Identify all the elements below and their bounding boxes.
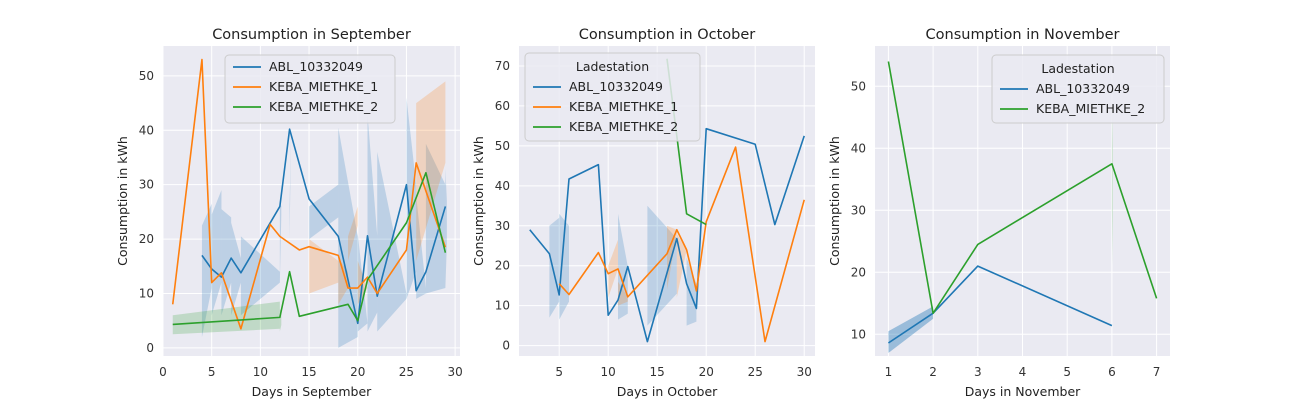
chart-september: 0 5 10 15 20 25 30 0 10 20 30 40 50 Consumption in Se… bbox=[115, 27, 463, 399]
confidence-band bbox=[338, 127, 358, 348]
y-tick-label: 30 bbox=[139, 178, 154, 192]
x-axis-label: Days in September bbox=[252, 384, 372, 399]
x-tick-label: 10 bbox=[601, 365, 616, 379]
confidence-band bbox=[348, 206, 358, 261]
legend-entry: KEBA_MIETHKE_2 bbox=[569, 119, 678, 134]
legend-entry: KEBA_MIETHKE_1 bbox=[569, 99, 678, 114]
y-axis-label: Consumption in kWh bbox=[827, 136, 842, 266]
confidence-band bbox=[608, 239, 618, 298]
x-tick-label: 3 bbox=[974, 365, 982, 379]
y-tick-label: 0 bbox=[502, 339, 510, 353]
x-tick-label: 10 bbox=[253, 365, 268, 379]
legend-entry: KEBA_MIETHKE_1 bbox=[269, 79, 378, 94]
y-tick-label: 50 bbox=[139, 69, 154, 83]
legend-entry: KEBA_MIETHKE_2 bbox=[269, 99, 378, 114]
x-tick-label: 1 bbox=[885, 365, 893, 379]
y-axis-label: Consumption in kWh bbox=[471, 136, 486, 266]
confidence-band bbox=[445, 168, 447, 289]
confidence-band bbox=[549, 217, 560, 318]
x-tick-label: 5 bbox=[555, 365, 563, 379]
confidence-band bbox=[231, 222, 241, 316]
confidence-band bbox=[309, 239, 339, 294]
x-tick-label: 2 bbox=[929, 365, 937, 379]
x-axis-label: Days in October bbox=[617, 384, 718, 399]
legend-box bbox=[524, 52, 701, 142]
series-line-abl-10332049 bbox=[529, 127, 805, 343]
x-tick-label: 0 bbox=[159, 365, 167, 379]
confidence-band bbox=[211, 190, 222, 316]
legend-box bbox=[991, 54, 1165, 124]
confidence-band bbox=[617, 281, 628, 306]
legend-title: Ladestation bbox=[576, 59, 649, 74]
legend-entry: KEBA_MIETHKE_2 bbox=[1036, 101, 1145, 116]
x-tick-label: 5 bbox=[208, 365, 216, 379]
chart-title: Consumption in November bbox=[926, 27, 1120, 43]
y-tick-label: 20 bbox=[139, 232, 154, 246]
x-tick-label: 30 bbox=[447, 365, 462, 379]
confidence-band bbox=[888, 306, 934, 353]
chart-november: 1 2 3 4 5 6 7 10 20 30 40 50 Consumption in November… bbox=[827, 27, 1170, 399]
series-line-keba-miethke-1 bbox=[558, 146, 805, 343]
confidence-band bbox=[172, 301, 280, 335]
confidence-band bbox=[406, 97, 417, 299]
confidence-band bbox=[686, 257, 697, 326]
x-axis-label: Days in November bbox=[965, 384, 1081, 399]
y-tick-label: 50 bbox=[495, 139, 510, 153]
confidence-band bbox=[289, 129, 292, 240]
confidence-band bbox=[416, 195, 426, 299]
y-tick-label: 50 bbox=[851, 79, 866, 93]
legend-entry: ABL_10332049 bbox=[569, 79, 663, 94]
series-line-keba-miethke-2 bbox=[887, 61, 1158, 315]
x-tick-label: 25 bbox=[399, 365, 414, 379]
confidence-band bbox=[559, 213, 569, 320]
y-tick-label: 10 bbox=[851, 327, 866, 341]
confidence-band bbox=[279, 201, 282, 283]
confidence-band bbox=[647, 205, 677, 326]
y-tick-label: 20 bbox=[495, 259, 510, 273]
confidence-band bbox=[309, 184, 339, 240]
legend-entry: ABL_10332049 bbox=[1036, 81, 1130, 96]
chart-title: Consumption in October bbox=[579, 27, 756, 43]
y-tick-label: 70 bbox=[495, 59, 510, 73]
series-line-keba-miethke-1 bbox=[171, 58, 447, 330]
legend: Ladestation ABL_10332049 KEBA_MIETHKE_1 KEB… bbox=[524, 52, 701, 142]
confidence-band bbox=[1111, 98, 1113, 267]
x-tick-label: 30 bbox=[797, 365, 812, 379]
series-line-abl-10332049 bbox=[887, 265, 1113, 344]
y-tick-label: 40 bbox=[139, 123, 154, 137]
y-tick-label: 40 bbox=[495, 179, 510, 193]
x-tick-label: 6 bbox=[1108, 365, 1116, 379]
y-tick-label: 30 bbox=[495, 219, 510, 233]
y-tick-label: 10 bbox=[139, 286, 154, 300]
y-tick-label: 20 bbox=[851, 265, 866, 279]
y-tick-label: 60 bbox=[495, 99, 510, 113]
chart-october: 5 10 15 20 25 30 0 10 20 30 40 50 60 70 Consumption in… bbox=[471, 27, 815, 399]
x-tick-label: 25 bbox=[748, 365, 763, 379]
x-tick-label: 20 bbox=[350, 365, 365, 379]
confidence-band bbox=[888, 306, 934, 353]
legend-title: Ladestation bbox=[1041, 61, 1114, 76]
x-tick-label: 15 bbox=[650, 365, 665, 379]
series-line-abl-10332049 bbox=[201, 128, 447, 325]
y-tick-label: 10 bbox=[495, 299, 510, 313]
series-line-keba-miethke-2 bbox=[172, 171, 447, 326]
x-tick-label: 20 bbox=[699, 365, 714, 379]
x-tick-label: 7 bbox=[1153, 365, 1161, 379]
x-tick-label: 15 bbox=[301, 365, 316, 379]
x-tick-label: 4 bbox=[1019, 365, 1027, 379]
legend: Ladestation ABL_10332049 KEBA_MIETHKE_2 bbox=[991, 54, 1165, 124]
y-axis-label: Consumption in kWh bbox=[115, 136, 130, 266]
confidence-band bbox=[221, 209, 232, 316]
chart-title: Consumption in September bbox=[212, 27, 411, 43]
legend: ABL_10332049 KEBA_MIETHKE_1 KEBA_MIETHKE_2 bbox=[224, 54, 396, 124]
confidence-band bbox=[416, 81, 446, 261]
y-tick-label: 0 bbox=[146, 341, 154, 355]
legend-entry: ABL_10332049 bbox=[269, 59, 363, 74]
legend-box bbox=[224, 54, 396, 124]
y-tick-label: 40 bbox=[851, 141, 866, 155]
y-tick-label: 30 bbox=[851, 203, 866, 217]
x-tick-label: 5 bbox=[1063, 365, 1071, 379]
